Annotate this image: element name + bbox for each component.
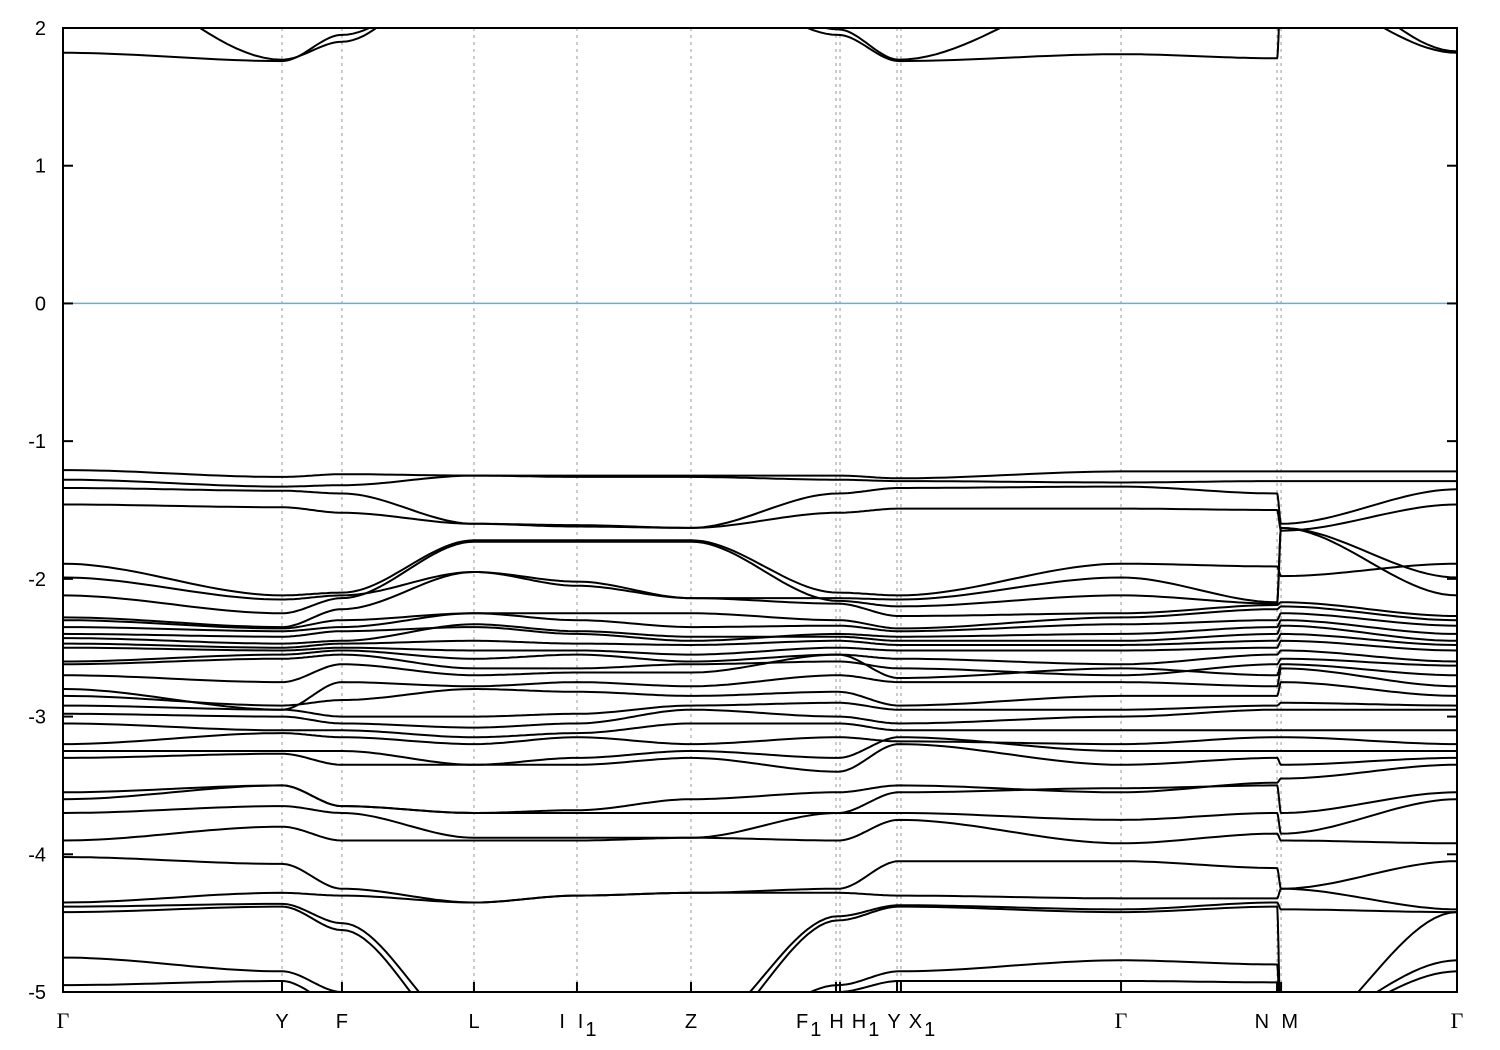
band-line bbox=[63, 623, 1457, 645]
band-line bbox=[63, 667, 1457, 711]
y-tick-label: 2 bbox=[35, 18, 46, 40]
x-tick-label: F bbox=[336, 1011, 348, 1033]
band-line bbox=[63, 571, 1457, 629]
band-line bbox=[63, 856, 1457, 904]
plot-frame bbox=[62, 27, 1458, 993]
band-line bbox=[63, 905, 1457, 992]
band-line bbox=[63, 956, 1457, 992]
gridlines bbox=[280, 28, 1283, 992]
band-line bbox=[63, 887, 1457, 911]
band-line bbox=[63, 639, 1457, 656]
band-line bbox=[63, 526, 1457, 615]
y-tick-label: -1 bbox=[28, 431, 46, 453]
y-axis: 2 1 0 -1 -2 -3 -4 -5 bbox=[28, 18, 1457, 1004]
x-tick-label: Y bbox=[887, 1011, 900, 1033]
band-line bbox=[63, 605, 1457, 630]
band-line bbox=[63, 732, 1457, 746]
y-tick-label: -3 bbox=[28, 707, 46, 729]
band-line bbox=[63, 649, 1457, 666]
y-tick-label: -2 bbox=[28, 569, 46, 591]
band-line bbox=[63, 539, 1457, 597]
x-tick-label: Γ bbox=[1451, 1008, 1464, 1033]
band-line bbox=[63, 743, 1457, 773]
band-line bbox=[63, 632, 1457, 649]
band-line bbox=[63, 818, 1457, 845]
band-line bbox=[63, 681, 1457, 707]
y-tick-label: -4 bbox=[28, 844, 46, 866]
x-tick-label: I bbox=[559, 1011, 565, 1033]
x-tick-label: Y bbox=[275, 1011, 288, 1033]
band-line bbox=[63, 701, 1457, 718]
band-line bbox=[63, 708, 1457, 729]
band-line bbox=[63, 784, 1457, 815]
band-line bbox=[63, 653, 1457, 684]
band-line bbox=[63, 28, 1457, 63]
band-line bbox=[63, 798, 1457, 839]
band-line bbox=[63, 485, 1457, 529]
y-tick-label: -5 bbox=[28, 982, 46, 1004]
band-line bbox=[63, 474, 1457, 488]
bands bbox=[63, 28, 1457, 992]
band-line bbox=[63, 970, 1457, 992]
band-line bbox=[63, 503, 1457, 532]
x-tick-label: H bbox=[829, 1011, 843, 1033]
x-tick-label: Γ bbox=[1115, 1008, 1128, 1033]
x-tick-label: L bbox=[468, 1011, 479, 1033]
y-tick-label: 1 bbox=[35, 156, 46, 178]
x-tick-label: Z bbox=[685, 1011, 697, 1033]
band-line bbox=[63, 736, 1457, 766]
y-tick-label: 0 bbox=[35, 293, 46, 315]
x-tick-label: M bbox=[1281, 1011, 1298, 1033]
band-line bbox=[63, 901, 1457, 992]
band-line bbox=[63, 722, 1457, 739]
x-tick-label: N bbox=[1255, 1011, 1269, 1033]
band-line bbox=[198, 28, 1457, 61]
band-line bbox=[63, 469, 1457, 480]
band-line bbox=[63, 612, 1457, 633]
x-tick-label: Γ bbox=[57, 1008, 70, 1033]
